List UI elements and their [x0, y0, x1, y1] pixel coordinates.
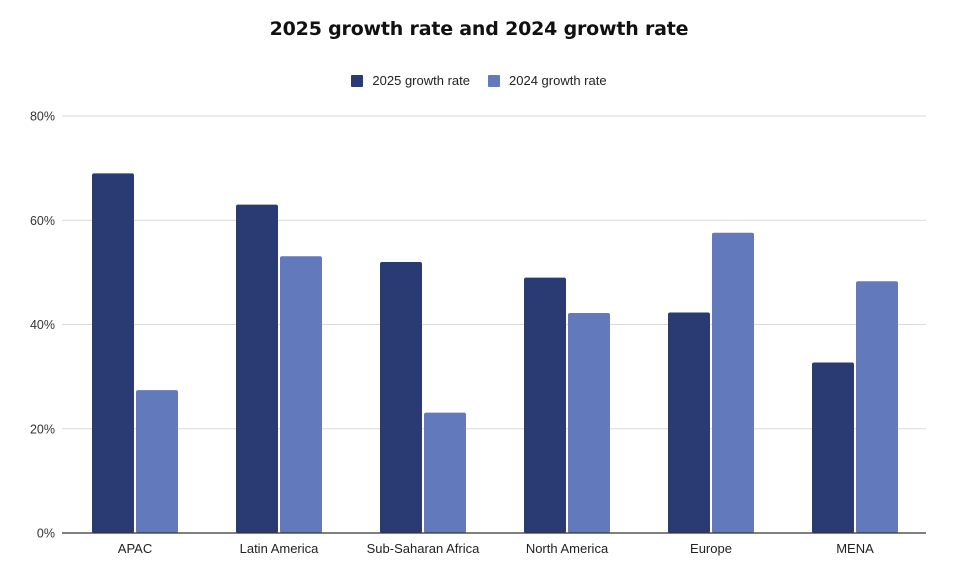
- bar-2024: [280, 256, 322, 533]
- bar-2025: [92, 173, 134, 533]
- bar-2025: [380, 261, 422, 533]
- bar-2025: [812, 362, 854, 533]
- bar-2024: [568, 313, 610, 533]
- x-tick-label: APAC: [118, 541, 152, 556]
- y-tick-label: 40%: [30, 318, 55, 332]
- legend-swatch-2024: [488, 74, 500, 87]
- bar-2025: [668, 312, 710, 533]
- y-axis-ticks: 0% 20% 40% 60% 80%: [30, 110, 55, 541]
- chart-title: 2025 growth rate and 2024 growth rate: [269, 18, 689, 40]
- bar-2024: [856, 281, 898, 533]
- legend-swatch-2025: [351, 74, 364, 87]
- legend: 2025 growth rate 2024 growth rate: [0, 73, 958, 88]
- bar-2025: [236, 204, 278, 534]
- bar-2024: [136, 390, 178, 533]
- legend-label-2024: 2024 growth rate: [509, 73, 607, 88]
- x-tick-label: North America: [526, 541, 609, 556]
- x-axis-ticks: APAC Latin America Sub-Saharan Africa North…: [118, 541, 874, 556]
- y-tick-label: 0%: [37, 527, 55, 541]
- bar-2025: [524, 277, 566, 533]
- x-tick-label: Sub-Saharan Africa: [367, 541, 481, 556]
- x-tick-label: Latin America: [240, 541, 320, 556]
- bars: [92, 173, 898, 534]
- x-tick-label: Europe: [690, 541, 732, 556]
- y-tick-label: 80%: [30, 110, 55, 124]
- legend-label-2025: 2025 growth rate: [372, 73, 470, 88]
- gridlines: [62, 115, 926, 430]
- y-tick-label: 20%: [30, 422, 55, 436]
- y-tick-label: 60%: [30, 214, 55, 228]
- legend-item-2024: 2024 growth rate: [488, 73, 607, 88]
- bar-2024: [712, 232, 754, 533]
- bar-2024: [424, 412, 466, 533]
- x-tick-label: MENA: [836, 541, 874, 556]
- legend-item-2025: 2025 growth rate: [351, 73, 470, 88]
